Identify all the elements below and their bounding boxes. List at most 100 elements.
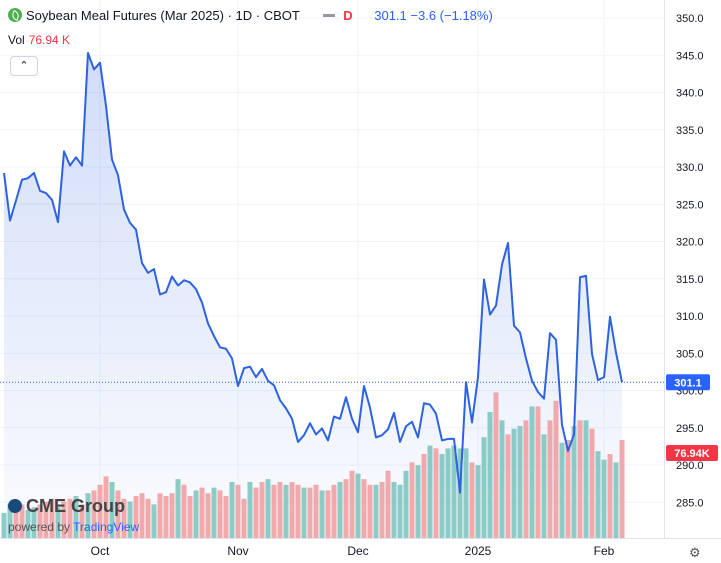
volume-bar bbox=[211, 487, 217, 538]
volume-bar bbox=[307, 487, 313, 538]
volume-bar bbox=[541, 434, 547, 538]
last-price: 301.1 bbox=[374, 8, 407, 23]
volume-bar bbox=[73, 496, 79, 538]
volume-bar bbox=[145, 498, 151, 538]
volume-bar bbox=[433, 448, 439, 538]
volume-bar bbox=[325, 490, 331, 538]
volume-bar bbox=[91, 490, 97, 538]
y-tick-label: 295.0 bbox=[676, 423, 704, 435]
volume-bar bbox=[163, 496, 169, 538]
dash-icon bbox=[323, 14, 336, 17]
volume-bar bbox=[379, 482, 385, 538]
volume-bar bbox=[193, 490, 199, 538]
powered-by[interactable]: powered by TradingView bbox=[8, 520, 139, 534]
volume-bar bbox=[229, 482, 235, 538]
volume-bar bbox=[253, 487, 259, 538]
volume-bar bbox=[415, 465, 421, 538]
volume-bar bbox=[37, 504, 43, 538]
volume-bar bbox=[103, 476, 109, 538]
volume-bar bbox=[361, 479, 367, 538]
volume-bar bbox=[397, 484, 403, 538]
volume-bar bbox=[565, 440, 571, 538]
volume-bar bbox=[499, 420, 505, 538]
volume-bar bbox=[607, 454, 613, 538]
volume-bar bbox=[301, 487, 307, 538]
x-tick-label: 2025 bbox=[465, 544, 492, 558]
cme-globe-icon bbox=[8, 499, 22, 513]
y-tick-label: 345.0 bbox=[676, 50, 704, 62]
volume-bar bbox=[595, 451, 601, 538]
volume-bar bbox=[283, 484, 289, 538]
volume-bar bbox=[505, 434, 511, 538]
volume-bar bbox=[571, 426, 577, 538]
volume-bar bbox=[439, 454, 445, 538]
volume-value: 76.94 K bbox=[28, 33, 71, 47]
volume-bar bbox=[469, 462, 475, 538]
volume-bar bbox=[127, 501, 133, 538]
volume-bar bbox=[463, 448, 469, 538]
volume-bar bbox=[331, 484, 337, 538]
y-tick-label: 285.0 bbox=[676, 497, 704, 509]
y-tick-label: 335.0 bbox=[676, 125, 704, 137]
volume-bar bbox=[355, 473, 361, 538]
volume-bar bbox=[169, 493, 175, 538]
volume-bar bbox=[61, 501, 67, 538]
volume-bar bbox=[199, 487, 205, 538]
volume-bar bbox=[481, 437, 487, 538]
volume-bar bbox=[205, 493, 211, 538]
x-tick-label: Nov bbox=[227, 544, 248, 558]
volume-bar bbox=[577, 420, 583, 538]
volume-bar bbox=[583, 420, 589, 538]
volume-bar bbox=[289, 482, 295, 538]
volume-bar bbox=[337, 482, 343, 538]
volume-bar bbox=[241, 498, 247, 538]
y-tick-label: 325.0 bbox=[676, 199, 704, 211]
volume-bar bbox=[343, 479, 349, 538]
volume-bar bbox=[235, 484, 241, 538]
y-tick-label: 340.0 bbox=[676, 88, 704, 100]
volume-bar bbox=[613, 462, 619, 538]
volume-bar bbox=[181, 484, 187, 538]
y-tick-label: 305.0 bbox=[676, 348, 704, 360]
volume-bar bbox=[529, 406, 535, 538]
volume-bar bbox=[121, 498, 127, 538]
cme-logo-text: CME Group bbox=[26, 496, 125, 516]
volume-bar bbox=[175, 479, 181, 538]
volume-bar bbox=[79, 504, 85, 538]
volume-bar bbox=[475, 465, 481, 538]
volume-bar bbox=[511, 428, 517, 538]
volume-bar bbox=[223, 496, 229, 538]
volume-bar bbox=[151, 504, 157, 538]
gear-icon[interactable]: ⚙ bbox=[689, 545, 701, 560]
volume-label: Vol bbox=[8, 33, 25, 47]
volume-bar bbox=[97, 484, 103, 538]
y-tick-label: 350.0 bbox=[676, 13, 704, 25]
y-tick-label: 315.0 bbox=[676, 274, 704, 286]
volume-bar bbox=[247, 482, 253, 538]
volume-bar bbox=[55, 507, 61, 538]
volume-bar bbox=[445, 448, 451, 538]
price-change: −3.6 (−1.18%) bbox=[410, 8, 493, 23]
last-price-label: 301.1 bbox=[674, 377, 702, 389]
y-tick-label: 330.0 bbox=[676, 162, 704, 174]
powered-prefix: powered by bbox=[8, 520, 71, 534]
volume-bar bbox=[85, 493, 91, 538]
price-area bbox=[4, 53, 622, 538]
volume-bar bbox=[487, 412, 493, 538]
volume-bar bbox=[619, 440, 625, 538]
volume-bar bbox=[7, 504, 13, 538]
volume-bar bbox=[373, 484, 379, 538]
volume-bar bbox=[535, 406, 541, 538]
collapse-legend-button[interactable]: ⌃ bbox=[10, 56, 38, 76]
volume-bar bbox=[547, 420, 553, 538]
volume-bar bbox=[265, 479, 271, 538]
volume-bar bbox=[67, 498, 73, 538]
volume-bar bbox=[277, 482, 283, 538]
volume-bar bbox=[319, 490, 325, 538]
x-tick-label: Oct bbox=[91, 544, 110, 558]
volume-bar bbox=[403, 470, 409, 538]
volume-bar bbox=[349, 470, 355, 538]
x-tick-label: Feb bbox=[594, 544, 615, 558]
volume-bar bbox=[133, 496, 139, 538]
